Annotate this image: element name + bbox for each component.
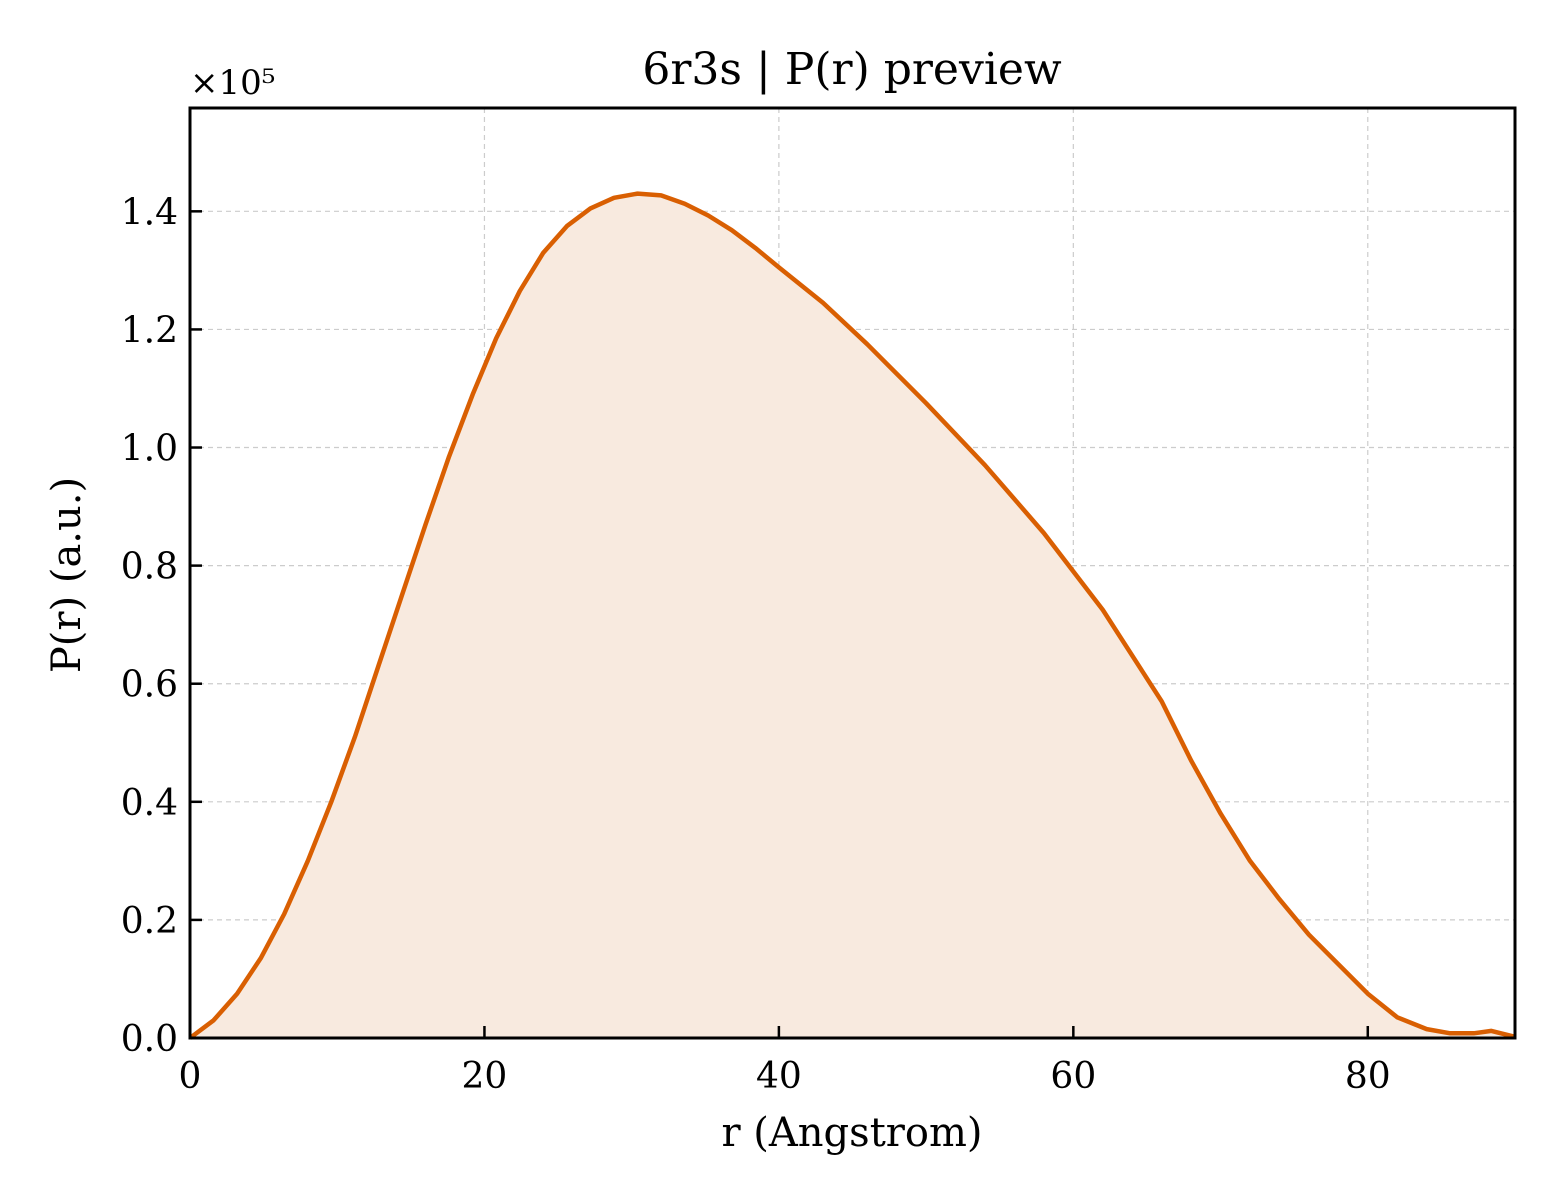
x-tick-label: 20 [462,1056,508,1097]
x-axis-label: r (Angstrom) [721,1110,982,1156]
y-tick-label: 0.4 [121,783,178,824]
y-tick-label: 0.2 [121,901,178,942]
plot-frame [188,106,1517,1040]
y-tick-label: 0.6 [121,665,178,706]
y-offset-label: ×10⁵ [190,63,275,103]
y-tick-label: 0.0 [121,1019,178,1060]
y-tick-label: 1.2 [121,310,178,351]
x-tick-label: 80 [1345,1056,1391,1097]
y-tick-label: 1.0 [121,429,178,470]
y-tick-label: 0.8 [121,547,178,588]
x-tick-label: 60 [1050,1056,1096,1097]
x-tick-label: 0 [179,1056,202,1097]
y-axis-label: P(r) (a.u.) [44,477,90,673]
x-tick-label: 40 [756,1056,802,1097]
y-tick-label: 1.4 [121,192,178,233]
series-line [188,191,1516,1040]
chart-title: 6r3s | P(r) preview [642,44,1062,95]
axis-ticks: 0 20 40 60 80 0.0 0.2 0.4 0.6 0.8 1.0 1.2 1.4 [121,192,1391,1097]
series-area-fill [190,193,1515,1039]
